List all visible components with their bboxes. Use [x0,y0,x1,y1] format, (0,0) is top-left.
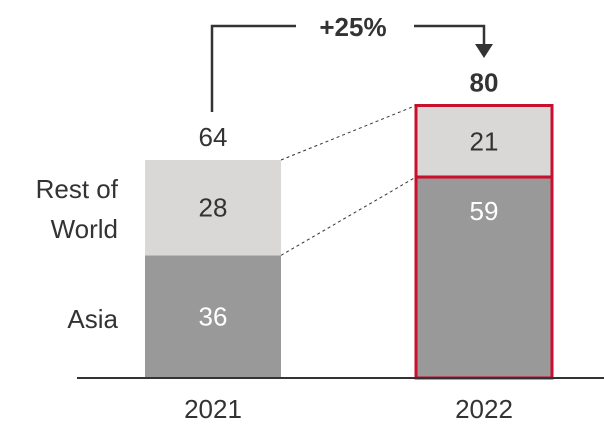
total-label-2022: 80 [470,68,499,98]
connector-line-middle [280,176,417,256]
value-label-2021-asia: 36 [199,302,228,332]
highlight-outline-2022-rest-of-world [414,104,554,179]
connector-line-top [280,105,417,161]
growth-arrow-head [475,44,493,58]
growth-bracket-right [414,24,486,44]
growth-label: +25% [319,12,386,42]
value-label-2022-asia: 59 [470,196,499,226]
total-label-2021: 64 [199,122,228,152]
bar-2021-rest-of-world [145,160,281,256]
series-label-rest-of-world-line1: Rest of [36,174,119,204]
value-label-2021-rest-of-world: 28 [199,193,228,223]
bar-2022-asia [416,177,552,378]
bar-2022-rest-of-world [416,105,552,178]
growth-bracket-left [210,24,296,112]
series-label-asia: Asia [67,304,118,334]
value-label-2022-rest-of-world: 21 [470,126,499,156]
category-label-2022: 2022 [455,394,513,424]
category-label-2021: 2021 [184,394,242,424]
bar-2021-asia [145,255,281,378]
series-label-rest-of-world-line2: World [51,214,118,244]
